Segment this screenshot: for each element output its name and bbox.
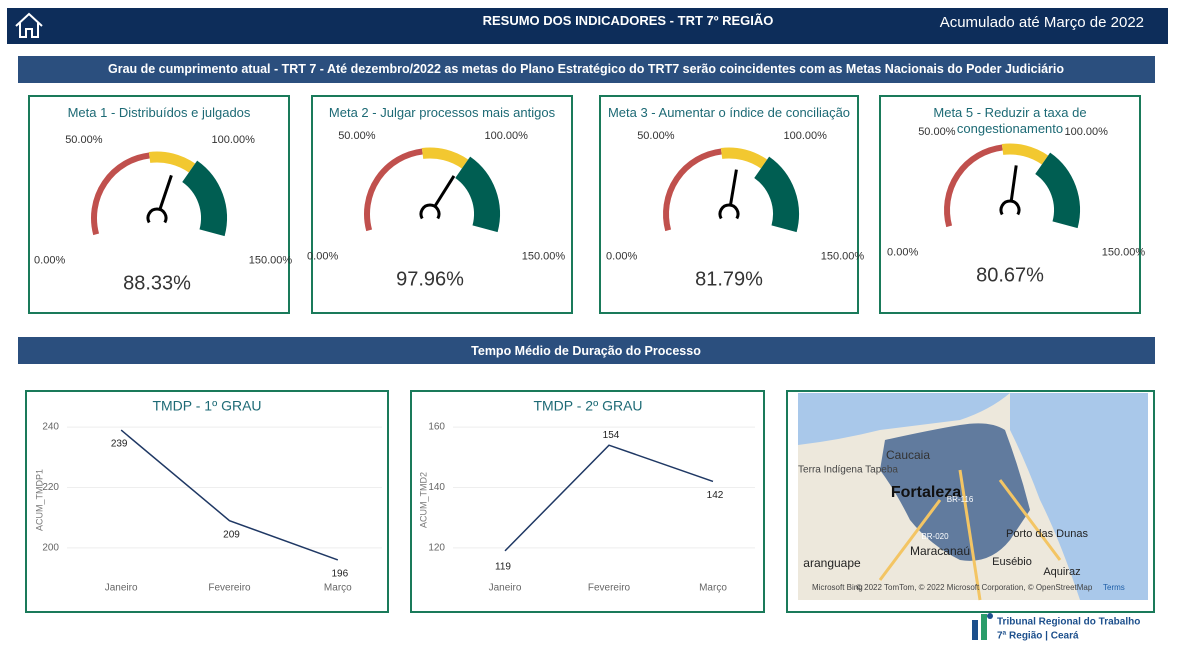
gauge-band bbox=[663, 148, 722, 232]
chart-title: TMDP - 1º GRAU bbox=[152, 398, 261, 414]
gauge-tick-label: 100.00% bbox=[211, 134, 255, 146]
map-label: Aquiraz bbox=[1043, 566, 1080, 578]
gauge-needle bbox=[729, 169, 738, 206]
gauge-band bbox=[753, 156, 799, 233]
map-label: Maracanaú bbox=[910, 544, 970, 558]
gauge-tick-label: 50.00% bbox=[637, 130, 675, 142]
header-period: Acumulado até Março de 2022 bbox=[939, 14, 1144, 31]
gauge-tick-label: 150.00% bbox=[249, 254, 293, 266]
gauge-tick-label: 50.00% bbox=[65, 134, 103, 146]
map-terms[interactable]: Terms bbox=[1103, 583, 1125, 592]
gauge-band bbox=[720, 147, 768, 169]
gauge-card bbox=[28, 95, 290, 314]
data-label: 154 bbox=[603, 430, 620, 441]
gauge-needle bbox=[158, 174, 173, 210]
section-title: Grau de cumprimento atual - TRT 7 - Até … bbox=[107, 62, 1065, 76]
header-bar bbox=[7, 8, 1168, 44]
y-tick-label: 160 bbox=[428, 422, 445, 433]
gauge-card bbox=[879, 95, 1141, 314]
gauge-title: Meta 3 - Aumentar o índice de conciliaçã… bbox=[607, 105, 851, 120]
map-label: Porto das Dunas bbox=[1006, 528, 1088, 540]
data-label: 142 bbox=[707, 490, 724, 501]
y-tick-label: 120 bbox=[428, 542, 445, 553]
data-label: 239 bbox=[111, 439, 128, 450]
data-label: 209 bbox=[223, 529, 240, 540]
map-attribution: © 2022 TomTom, © 2022 Microsoft Corporat… bbox=[856, 583, 1093, 592]
section-title: Tempo Médio de Duração do Processo bbox=[471, 344, 701, 358]
gauge-tick-label: 100.00% bbox=[783, 130, 827, 142]
gauge-band bbox=[454, 156, 500, 233]
gauge-tick-label: 0.00% bbox=[606, 250, 637, 262]
gauge-needle bbox=[433, 175, 456, 208]
logo-line2: 7ª Região | Ceará bbox=[997, 631, 1079, 642]
y-axis-label: ACUM_TMDP1 bbox=[34, 469, 44, 531]
gauge-tick-label: 100.00% bbox=[484, 130, 528, 142]
gauge-value: 88.33% bbox=[123, 272, 191, 294]
gauge-tick-label: 150.00% bbox=[821, 250, 865, 262]
map-label: aranguape bbox=[803, 556, 861, 570]
gauge-hub bbox=[999, 199, 1021, 216]
gauge-band bbox=[421, 147, 469, 169]
map-label: Fortaleza bbox=[891, 484, 961, 501]
y-tick-label: 220 bbox=[42, 482, 59, 493]
gauge-hub bbox=[419, 203, 441, 220]
line bbox=[504, 444, 714, 552]
gauge-hub bbox=[718, 203, 740, 220]
logo-icon bbox=[972, 613, 993, 640]
gauge-tick-label: 0.00% bbox=[34, 254, 65, 266]
section-bar bbox=[18, 337, 1155, 364]
line bbox=[120, 429, 339, 561]
gauge-title: Meta 2 - Julgar processos mais antigos bbox=[328, 105, 556, 120]
gauge-tick-label: 100.00% bbox=[1064, 126, 1108, 138]
data-label: 119 bbox=[495, 561, 511, 572]
gauge-tick-label: 50.00% bbox=[918, 126, 956, 138]
section-bar bbox=[18, 56, 1155, 83]
gauge-band bbox=[1034, 152, 1080, 229]
y-tick-label: 140 bbox=[428, 482, 445, 493]
home-icon[interactable] bbox=[15, 12, 43, 38]
gauge-band bbox=[181, 160, 227, 237]
gauge-band bbox=[944, 144, 1003, 228]
gauge-band bbox=[148, 151, 196, 173]
gauge-tick-label: 150.00% bbox=[1102, 246, 1146, 258]
gauge-band bbox=[91, 152, 150, 236]
x-tick-label: Fevereiro bbox=[588, 583, 631, 594]
header-title: RESUMO DOS INDICADORES - TRT 7º REGIÃO bbox=[482, 13, 774, 28]
gauge-card bbox=[311, 95, 573, 314]
chart-title: TMDP - 2º GRAU bbox=[533, 398, 642, 414]
gauge-value: 80.67% bbox=[976, 264, 1044, 286]
x-tick-label: Fevereiro bbox=[208, 583, 251, 594]
gauge-band bbox=[364, 148, 423, 232]
map-label: Caucaia bbox=[886, 448, 930, 462]
map-bing: Microsoft Bing bbox=[812, 583, 863, 592]
map-label: Eusébio bbox=[992, 556, 1032, 568]
gauge-hub bbox=[146, 207, 168, 224]
map-label: BR-116 bbox=[947, 495, 974, 504]
map-label: BR-020 bbox=[921, 532, 949, 541]
y-axis-label: ACUM_TMD2 bbox=[418, 472, 428, 528]
y-tick-label: 240 bbox=[42, 422, 59, 433]
y-tick-label: 200 bbox=[42, 542, 59, 553]
x-tick-label: Março bbox=[324, 583, 352, 594]
x-tick-label: Janeiro bbox=[489, 583, 522, 594]
gauge-value: 97.96% bbox=[396, 268, 464, 290]
gauge-tick-label: 0.00% bbox=[887, 246, 918, 258]
logo-line1: Tribunal Regional do Trabalho bbox=[997, 617, 1140, 628]
gauge-title: Meta 5 - Reduzir a taxa de congestioname… bbox=[933, 105, 1087, 136]
map-label: Terra Indígena Tapeba bbox=[798, 465, 898, 476]
data-label: 196 bbox=[331, 569, 348, 580]
gauge-tick-label: 0.00% bbox=[307, 250, 338, 262]
x-tick-label: Janeiro bbox=[105, 583, 138, 594]
gauge-band bbox=[1001, 143, 1049, 165]
gauge-tick-label: 50.00% bbox=[338, 130, 376, 142]
gauge-value: 81.79% bbox=[695, 268, 763, 290]
gauge-needle bbox=[1009, 165, 1018, 202]
gauge-tick-label: 150.00% bbox=[522, 250, 566, 262]
x-tick-label: Março bbox=[699, 583, 727, 594]
gauge-title: Meta 1 - Distribuídos e julgados bbox=[67, 105, 251, 120]
